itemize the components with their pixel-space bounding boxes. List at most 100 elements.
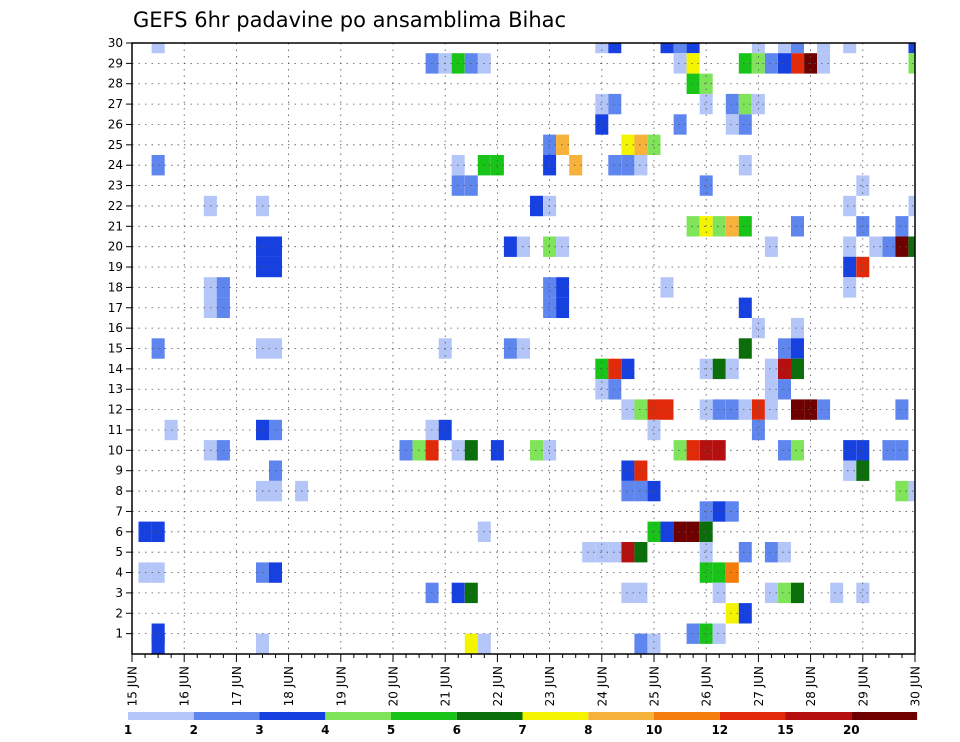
heatmap-cell [634,155,648,176]
y-tick-label: 16 [108,321,123,335]
heatmap-cell [686,43,700,54]
heatmap-cell [738,297,752,318]
heatmap-cell [738,338,752,359]
heatmap-cell [621,542,635,563]
heatmap-cell [634,542,648,563]
colorbar-label: 2 [190,723,198,737]
heatmap-cell [778,379,791,400]
colorbar-label: 8 [584,723,592,737]
y-tick-label: 9 [115,464,123,478]
heatmap-cell [817,53,831,74]
colorbar-label: 15 [777,723,794,737]
heatmap-cell [712,216,726,237]
y-tick-label: 24 [108,158,123,172]
x-tick-label: 18 JUN [282,666,296,706]
heatmap-cell [699,440,713,461]
heatmap-cell [608,43,622,54]
heatmap-cell [699,542,713,563]
heatmap-cell [791,43,804,54]
y-tick-label: 22 [108,199,123,213]
y-tick-label: 23 [108,179,123,193]
y-tick-label: 18 [108,280,123,294]
heatmap-cell [621,582,635,604]
heatmap-cell [778,358,791,380]
heatmap-cell [543,134,557,155]
heatmap-cell [764,542,778,563]
heatmap-cell [791,399,804,420]
heatmap-cell [595,542,609,563]
heatmap-cell [725,562,739,583]
heatmap-cell [699,399,713,420]
y-tick-label: 19 [108,260,123,274]
heatmap-cell [621,399,635,420]
y-tick-label: 7 [115,504,123,518]
heatmap-cell [699,175,713,196]
heatmap-cell [778,440,791,461]
y-tick-label: 27 [108,97,123,111]
heatmap-cell [464,633,478,654]
heatmap-cell [673,440,687,461]
heatmap-cell [843,440,857,461]
colorbar-label: 5 [387,723,395,737]
x-tick-label: 25 JUN [648,666,662,706]
heatmap-cell [751,419,765,441]
heatmap-cell [699,623,713,644]
heatmap-cell [869,236,883,257]
colorbar-segment [193,712,260,720]
heatmap-cell [830,582,844,604]
heatmap-cell [908,195,915,217]
heatmap-cell [660,521,674,542]
heatmap-cell [738,542,752,563]
heatmap-cell [699,562,713,583]
heatmap-cell [778,43,791,54]
heatmap-cell [738,155,752,176]
heatmap-cell [660,399,674,420]
heatmap-cell [621,480,635,502]
heatmap-cell [908,53,915,74]
colorbar-label: 7 [518,723,526,737]
heatmap-cell [543,236,557,257]
heatmap-cell [621,358,635,380]
heatmap-cell [764,379,778,400]
heatmap-cell [634,399,648,420]
heatmap-cell [764,582,778,604]
y-tick-label: 4 [115,566,123,580]
heatmap-cell [477,633,491,654]
heatmap-cell [595,93,609,115]
heatmap-cell [582,542,596,563]
heatmap-cell [738,93,752,115]
heatmap-cell [738,114,752,135]
heatmap-cell [686,73,700,94]
x-tick-label: 23 JUN [543,666,557,706]
colorbar-label: 4 [321,723,329,737]
heatmap-cell [856,440,870,461]
heatmap-cell [751,399,765,420]
heatmap-cell [712,358,726,380]
heatmap-cell [791,358,804,380]
heatmap-cell [856,175,870,196]
heatmap-cell [699,93,713,115]
heatmap-cell [686,216,700,237]
heatmap-cell [725,114,739,135]
colorbar-label: 1 [124,723,132,737]
heatmap-cell [725,603,739,624]
heatmap-cell [712,440,726,461]
heatmap-cell [843,43,857,54]
heatmap-cell [634,582,648,604]
heatmap-cell [608,379,622,400]
heatmap-cell [725,216,739,237]
heatmap-cell [764,236,778,257]
heatmap-cell [895,236,909,257]
heatmap-cell [543,155,557,176]
y-tick-label: 15 [108,342,123,356]
heatmap-cell [621,134,635,155]
heatmap-cell [712,623,726,644]
x-tick-label: 19 JUN [334,666,348,706]
y-tick-label: 14 [108,362,123,376]
heatmap-cell [751,43,765,54]
heatmap-cell [725,399,739,420]
x-tick-label: 26 JUN [700,666,714,706]
x-tick-label: 15 JUN [126,666,140,706]
heatmap-cell [725,358,739,380]
colorbar-segment [785,712,852,720]
